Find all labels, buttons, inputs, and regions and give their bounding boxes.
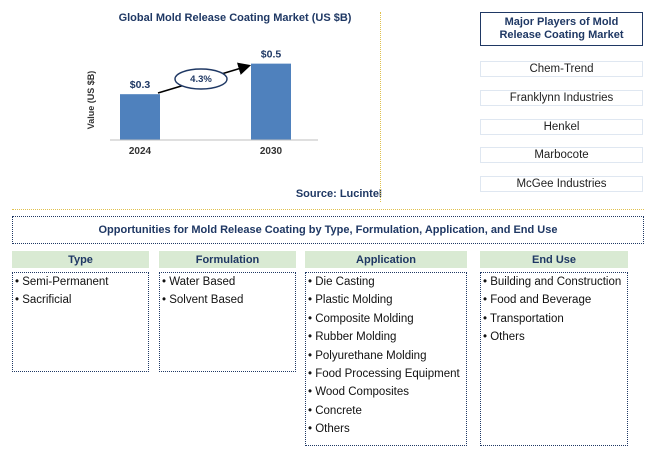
column-box-end-use — [480, 272, 628, 446]
column-box-formulation — [159, 272, 296, 372]
list-item: • Others — [483, 331, 525, 344]
y-axis-label: Value (US $B) — [86, 71, 96, 130]
chart-source: Source: Lucintel — [295, 188, 382, 200]
list-item: • Semi-Permanent — [15, 276, 109, 288]
x-tick-2024: 2024 — [129, 146, 152, 157]
column-heading-type: Type — [12, 251, 149, 268]
column-heading-application: Application — [305, 251, 467, 268]
list-item: • Rubber Molding — [308, 331, 397, 344]
list-item: • Water Based — [162, 276, 236, 288]
chart-title: Global Mold Release Coating Market (US $… — [118, 12, 352, 24]
list-item: • Wood Composites — [308, 386, 409, 399]
players-header: Major Players of Mold Release Coating Ma… — [480, 12, 643, 46]
list-item: • Food Processing Equipment — [308, 368, 460, 380]
list-item: • Building and Construction — [483, 276, 622, 288]
list-item: • Sacrificial — [15, 294, 72, 307]
list-item: • Concrete — [308, 404, 362, 417]
horizontal-divider — [12, 209, 644, 210]
list-item: • Food and Beverage — [483, 294, 592, 307]
column-box-application — [305, 272, 467, 446]
vertical-divider — [380, 12, 381, 202]
opportunities-banner: Opportunities for Mold Release Coating b… — [12, 216, 644, 244]
list-item: • Polyurethane Molding — [308, 349, 427, 362]
x-tick-2030: 2030 — [260, 146, 283, 157]
list-item: • Die Casting — [308, 276, 375, 288]
bar-2030 — [251, 63, 291, 140]
cagr-bubble — [174, 68, 228, 90]
player-item: Franklynn Industries — [480, 90, 643, 106]
column-box-type — [12, 272, 149, 372]
cagr-label: 4.3% — [190, 74, 212, 85]
data-label-2030: $0.5 — [261, 49, 282, 61]
list-item: • Plastic Molding — [308, 294, 393, 307]
player-item: Henkel — [480, 119, 643, 135]
list-item: • Solvent Based — [162, 294, 244, 307]
list-item: • Others — [308, 423, 350, 436]
bar-2024 — [120, 94, 160, 140]
bar-chart: $0.3 2024 $0.5 2030 Value (US $B) 4.3% — [86, 49, 318, 157]
list-item: • Transportation — [483, 312, 564, 325]
column-heading-end-use: End Use — [480, 251, 628, 268]
data-label-2024: $0.3 — [130, 79, 151, 91]
player-item: Chem-Trend — [480, 61, 643, 77]
column-heading-formulation: Formulation — [159, 251, 296, 268]
player-item: Marbocote — [480, 147, 643, 163]
player-item: McGee Industries — [480, 176, 643, 192]
list-item: • Composite Molding — [308, 312, 414, 325]
